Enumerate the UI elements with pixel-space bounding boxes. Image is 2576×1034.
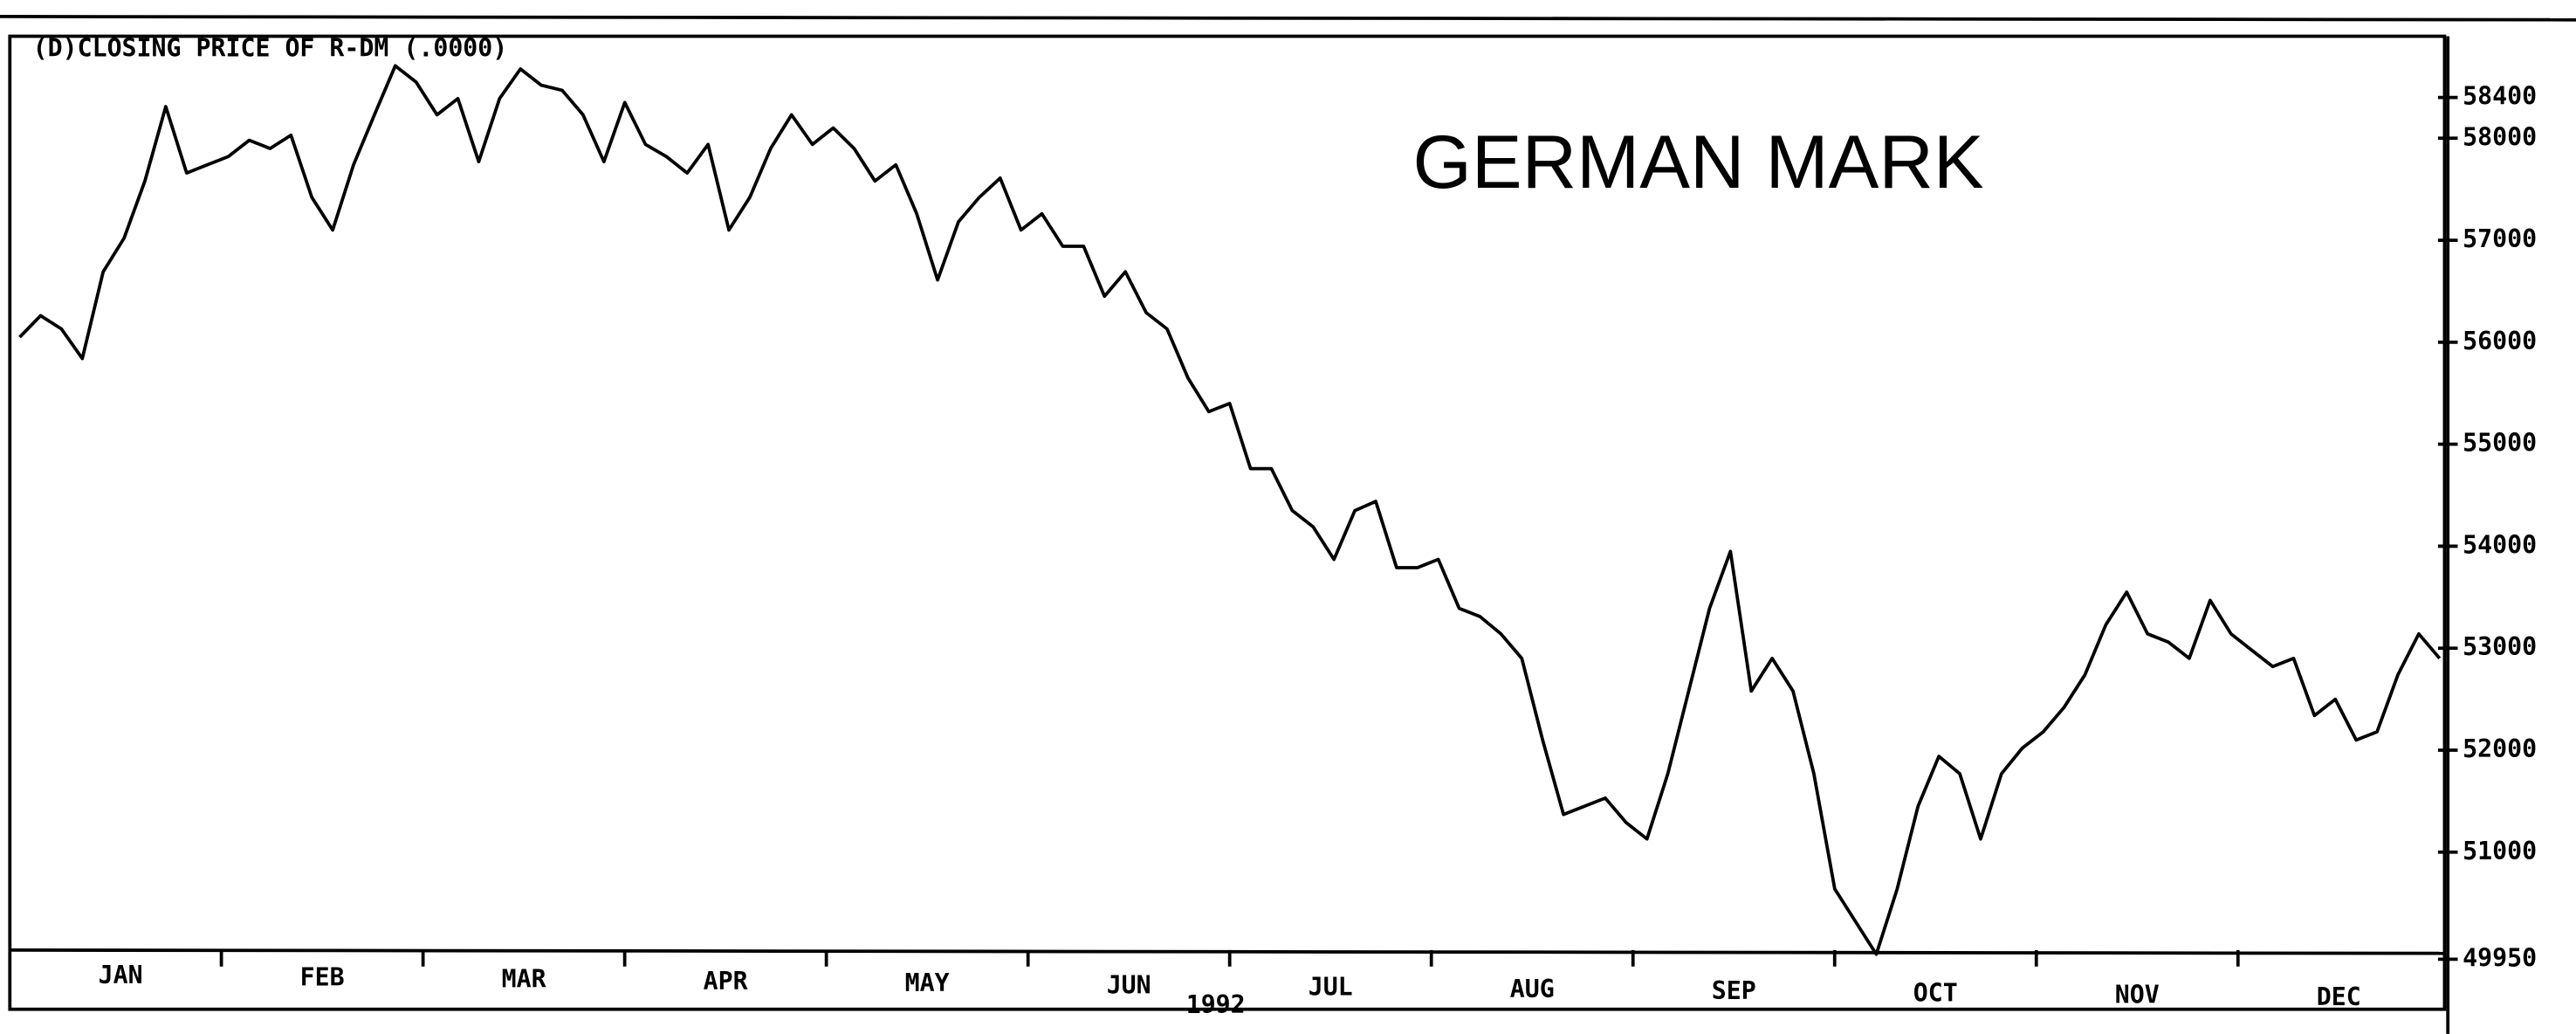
y-tick-label: 53000 (2463, 632, 2537, 661)
y-tick-label: 58000 (2463, 122, 2537, 151)
x-tick-label: MAR (502, 965, 546, 994)
y-tick-label: 54000 (2463, 530, 2537, 559)
x-tick-label: APR (704, 967, 748, 996)
price-line (18, 64, 2442, 956)
y-tick-label: 56000 (2463, 327, 2537, 355)
x-tick-label: SEP (1712, 976, 1756, 1005)
y-tick-label: 51000 (2463, 837, 2537, 865)
x-axis (10, 948, 2445, 955)
chart-title: (D)CLOSING PRICE OF R-DM (.0000) (33, 34, 508, 63)
x-tick-label: JUN (1107, 970, 1151, 999)
x-tick-label: OCT (1913, 978, 1958, 1007)
x-tick-label: AUG (1510, 975, 1555, 1003)
x-tick-label: DEC (2317, 982, 2361, 1011)
x-tick-label: NOV (2115, 981, 2160, 1010)
top-rule (0, 15, 2576, 22)
x-tick-label: JUL (1309, 973, 1353, 1002)
y-tick-label: 55000 (2463, 429, 2537, 458)
x-tick-label: JAN (99, 961, 143, 989)
x-tick-label: FEB (300, 962, 345, 991)
y-tick-label: 52000 (2463, 734, 2537, 763)
y-tick-label: 57000 (2463, 224, 2537, 253)
y-tick-label: 58400 (2463, 82, 2537, 111)
annotation: GERMAN MARK (1413, 121, 1984, 204)
x-axis-label: 1992 (1186, 990, 1246, 1019)
x-tick-label: MAY (905, 969, 950, 997)
chart-frame (8, 34, 2447, 1011)
y-tick-label: 49950 (2463, 943, 2537, 972)
